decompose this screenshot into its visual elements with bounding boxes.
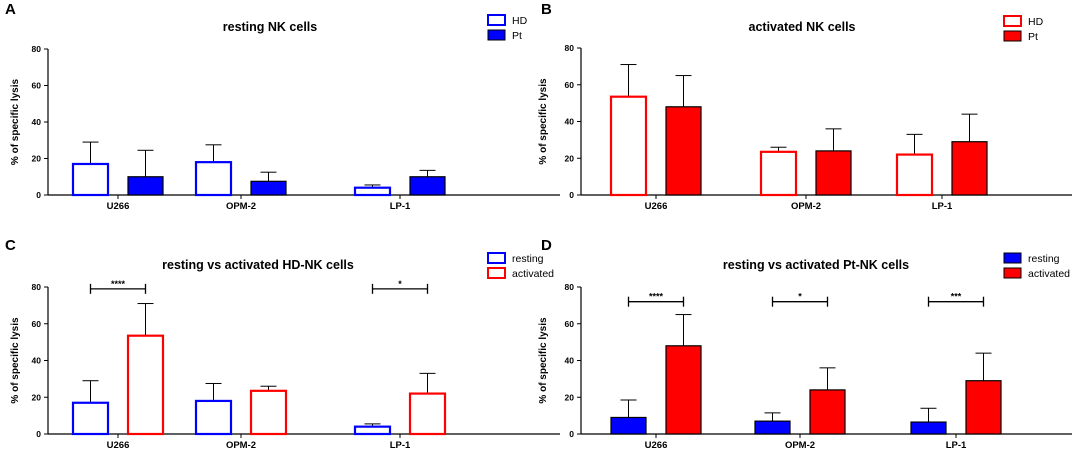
y-tick-label: 40	[565, 117, 575, 127]
bar-activated-lp-1	[408, 392, 447, 436]
legend-label: activated	[1028, 268, 1070, 280]
significance-label: ****	[649, 292, 664, 302]
y-tick-label: 80	[32, 282, 42, 292]
x-category-label: OPM-2	[226, 440, 256, 450]
x-category-label: LP-1	[932, 201, 953, 212]
legend-label: resting	[1028, 253, 1060, 265]
bar-hd-u266	[609, 95, 648, 197]
bar-resting-lp-1	[353, 425, 392, 436]
bar-resting-lp-1	[910, 421, 947, 435]
legend-label: HD	[1028, 16, 1044, 28]
bar-resting-opm-2	[194, 399, 233, 436]
y-tick-label: 20	[32, 154, 42, 164]
y-tick-label: 0	[36, 429, 41, 439]
y-axis-label: % of specific lysis	[538, 78, 549, 165]
significance-label: *	[798, 292, 802, 302]
x-category-label: U266	[107, 201, 130, 212]
y-tick-label: 20	[32, 392, 42, 402]
y-tick-label: 60	[565, 80, 575, 90]
y-tick-label: 40	[32, 356, 42, 366]
bar-hd-u266	[71, 162, 110, 197]
bar-pt-lp-1	[951, 141, 988, 196]
significance-label: *	[398, 279, 402, 289]
chart-title: resting NK cells	[223, 20, 318, 34]
y-tick-label: 20	[565, 153, 575, 163]
chart-title: resting vs activated HD-NK cells	[162, 258, 354, 272]
panel-letter: A	[5, 1, 16, 18]
x-category-label: LP-1	[390, 201, 411, 212]
x-category-label: LP-1	[390, 440, 411, 450]
legend-label: activated	[512, 268, 554, 280]
panel-letter: B	[541, 1, 552, 18]
bar-pt-opm-2	[815, 150, 852, 196]
bar-activated-u266	[126, 334, 165, 436]
y-tick-label: 0	[36, 190, 41, 200]
y-tick-label: 60	[32, 319, 42, 329]
x-category-label: U266	[645, 201, 668, 212]
y-tick-label: 40	[32, 117, 42, 127]
y-tick-label: 80	[565, 43, 575, 53]
panel-letter: D	[541, 237, 552, 254]
y-tick-label: 0	[569, 429, 574, 439]
legend-label: Pt	[1028, 31, 1038, 43]
x-category-label: U266	[645, 440, 668, 450]
y-tick-label: 60	[32, 81, 42, 91]
bar-resting-opm-2	[754, 420, 791, 435]
bar-activated-u266	[665, 345, 702, 435]
bar-pt-u266	[665, 106, 702, 196]
y-tick-label: 80	[32, 44, 42, 54]
bar-activated-lp-1	[965, 380, 1002, 435]
legend-label: Pt	[512, 30, 522, 42]
bar-resting-u266	[610, 416, 647, 435]
bar-activated-opm-2	[809, 389, 846, 435]
y-tick-label: 20	[565, 392, 575, 402]
legend-swatch	[487, 267, 506, 279]
legend-swatch	[1003, 30, 1022, 42]
x-category-label: LP-1	[946, 440, 967, 450]
bar-hd-lp-1	[353, 186, 392, 197]
legend-swatch	[487, 252, 506, 264]
y-tick-label: 80	[565, 282, 575, 292]
legend-swatch	[1003, 267, 1022, 279]
bar-hd-opm-2	[759, 150, 798, 197]
chart-title: resting vs activated Pt-NK cells	[723, 258, 909, 272]
panel-letter: C	[5, 237, 16, 254]
y-axis-label: % of specific lysis	[538, 317, 549, 404]
x-category-label: U266	[107, 440, 130, 450]
legend-label: resting	[512, 253, 544, 265]
significance-label: ****	[111, 279, 126, 289]
bar-pt-opm-2	[250, 180, 287, 196]
bar-pt-lp-1	[409, 176, 446, 196]
legend-swatch	[1003, 15, 1022, 27]
chart-title: activated NK cells	[749, 20, 856, 34]
bar-hd-opm-2	[194, 161, 233, 197]
x-category-label: OPM-2	[785, 440, 815, 450]
bar-pt-u266	[127, 176, 164, 196]
y-tick-label: 40	[565, 356, 575, 366]
bar-hd-lp-1	[895, 153, 934, 197]
x-category-label: OPM-2	[226, 201, 256, 212]
legend-swatch	[487, 29, 506, 41]
bar-activated-opm-2	[249, 389, 288, 436]
legend-swatch	[1003, 252, 1022, 264]
significance-label: ***	[951, 292, 962, 302]
legend-swatch	[487, 14, 506, 26]
y-tick-label: 0	[569, 190, 574, 200]
y-axis-label: % of specific lysis	[10, 317, 21, 404]
x-category-label: OPM-2	[791, 201, 821, 212]
y-tick-label: 60	[565, 319, 575, 329]
bar-resting-u266	[71, 401, 110, 436]
y-axis-label: % of specific lysis	[10, 78, 21, 165]
legend-label: HD	[512, 15, 528, 27]
